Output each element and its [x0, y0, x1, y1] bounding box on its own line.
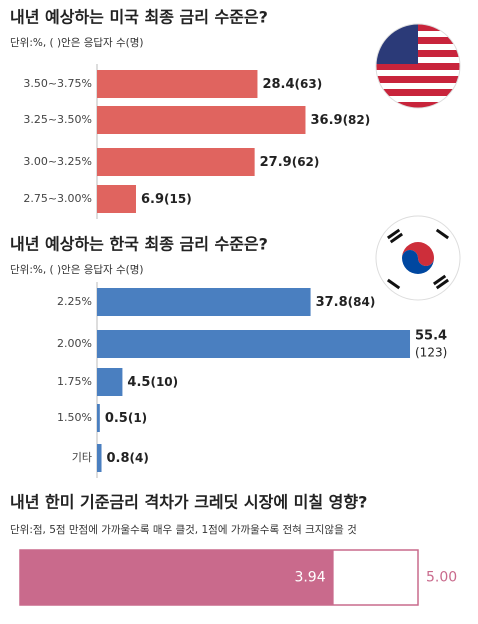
data-label: 6.9(15): [141, 192, 192, 207]
us-flag: [375, 23, 461, 109]
value-label: 4.5: [127, 375, 150, 390]
data-label: 0.8(4): [107, 451, 149, 466]
chart-subtitle: 단위:점, 5점 만점에 가까울수록 매우 클것, 1점에 가까울수록 전혀 크…: [10, 523, 357, 536]
category-label: 기타: [72, 451, 92, 464]
category-label: 3.25~3.50%: [23, 113, 92, 126]
data-label: 37.8(84): [316, 295, 376, 310]
category-label: 1.50%: [57, 411, 92, 424]
value-label: 55.4: [415, 329, 447, 344]
bar: [97, 444, 102, 472]
chart-title: 내년 예상하는 미국 최종 금리 수준은?: [10, 8, 268, 27]
count-label: (82): [343, 113, 371, 127]
count-label: (1): [128, 411, 147, 425]
category-label: 2.25%: [57, 295, 92, 308]
count-label: (10): [150, 375, 178, 389]
count-label: (63): [295, 77, 323, 91]
data-label: 28.4(63): [262, 77, 322, 92]
category-label: 2.00%: [57, 337, 92, 350]
kr-flag: [375, 215, 461, 301]
category-label: 2.75~3.00%: [23, 192, 92, 205]
count-label: (62): [292, 155, 320, 169]
chart-subtitle: 단위:%, ( )안은 응답자 수(명): [10, 36, 144, 49]
bar: [97, 106, 306, 134]
bar: [97, 330, 411, 358]
count-label: (15): [164, 192, 192, 206]
count-label: (84): [348, 295, 376, 309]
value-label: 6.9: [141, 192, 164, 207]
bar: [97, 368, 123, 396]
count-label: (123): [415, 346, 447, 360]
category-label: 3.50~3.75%: [23, 77, 92, 90]
data-label: 36.9(82): [310, 113, 370, 128]
bar: [97, 148, 255, 176]
bar: [20, 550, 334, 605]
data-label: 27.9(62): [260, 155, 320, 170]
value-label: 36.9: [310, 113, 342, 128]
value-label: 3.94: [294, 570, 325, 586]
value-label: 0.5: [105, 411, 128, 426]
chart-subtitle: 단위:%, ( )안은 응답자 수(명): [10, 263, 144, 276]
count-label: (4): [130, 451, 149, 465]
chart-title: 내년 한미 기준금리 격차가 크레딧 시장에 미칠 영향?: [10, 493, 367, 512]
bar: [97, 185, 136, 213]
category-label: 3.00~3.25%: [23, 155, 92, 168]
data-label: 4.5(10): [127, 375, 178, 390]
chart-title: 내년 예상하는 한국 최종 금리 수준은?: [10, 235, 268, 254]
bar: [97, 404, 100, 432]
value-label: 0.8: [107, 451, 130, 466]
bar: [97, 70, 258, 98]
value-label: 27.9: [260, 155, 292, 170]
bar: [97, 288, 311, 316]
scale-max-label: 5.00: [426, 570, 457, 586]
value-label: 28.4: [262, 77, 294, 92]
data-label: 0.5(1): [105, 411, 147, 426]
value-label: 37.8: [316, 295, 348, 310]
category-label: 1.75%: [57, 375, 92, 388]
